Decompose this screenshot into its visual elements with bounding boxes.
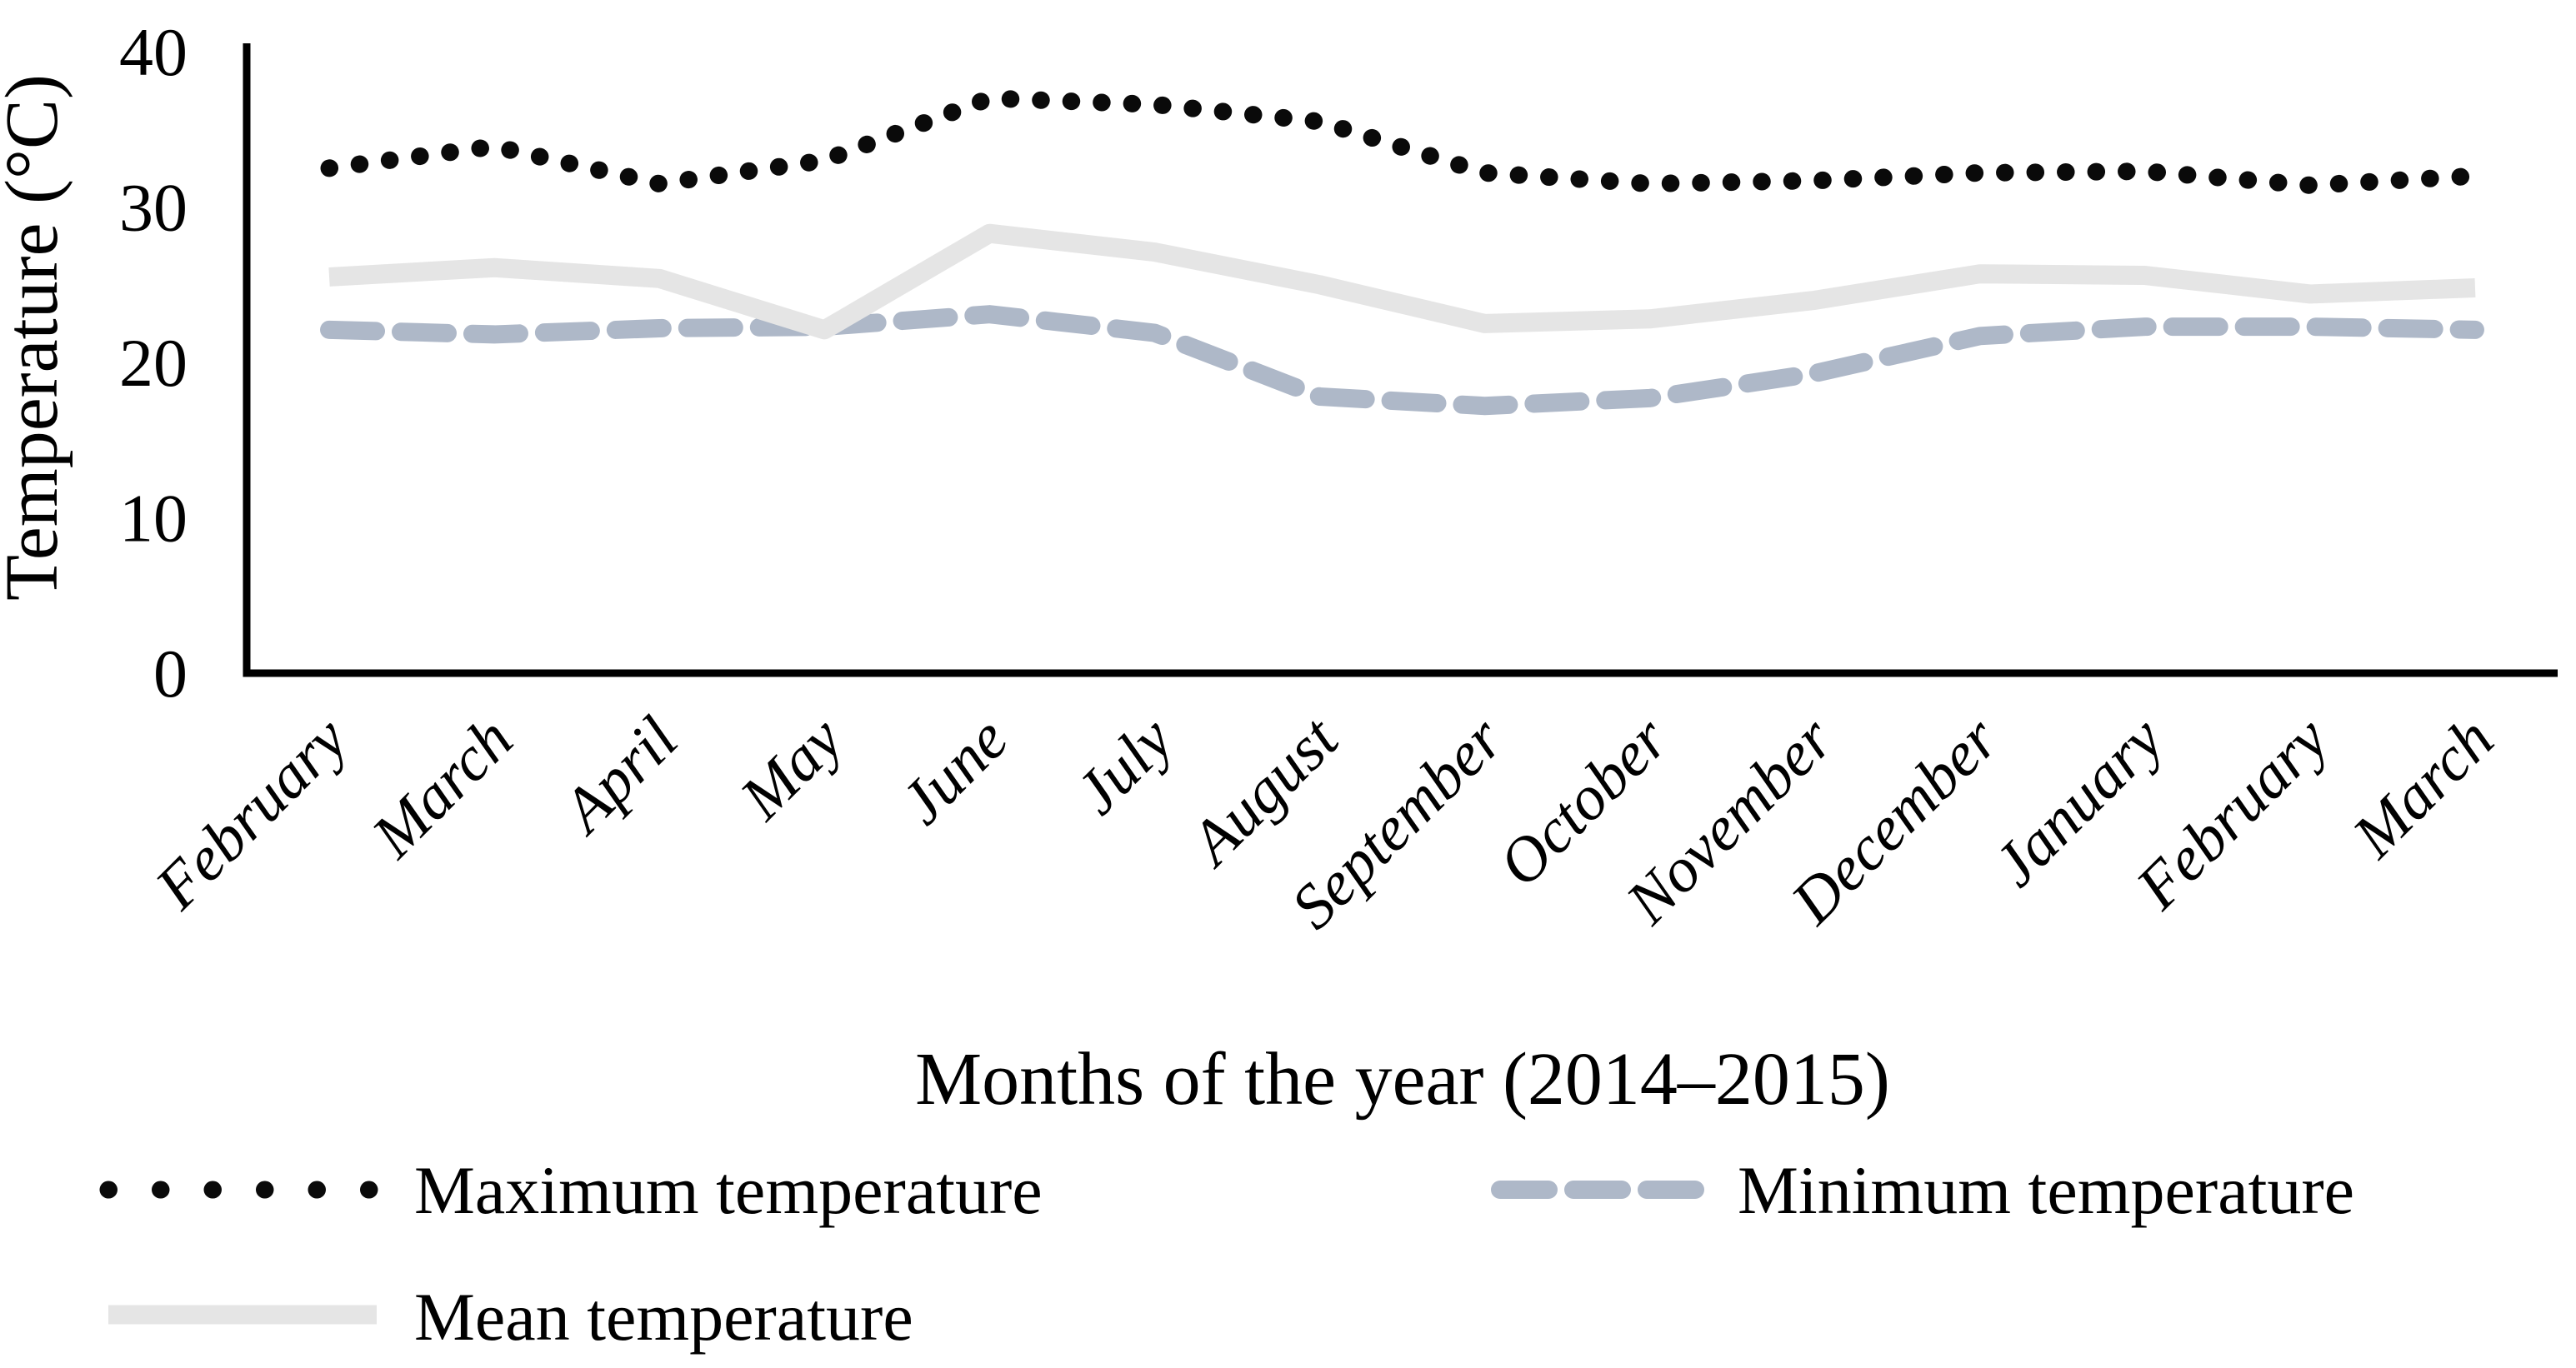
y-tick-label: 20 — [119, 325, 188, 401]
x-category-label: May — [727, 703, 857, 833]
x-category-label: June — [887, 704, 1021, 838]
legend-label-maximum: Maximum temperature — [414, 1152, 1043, 1228]
y-tick-label: 40 — [119, 14, 188, 90]
y-axis-tick-labels: 0 10 20 30 40 — [119, 14, 188, 711]
legend-item-minimum: Minimum temperature — [1491, 1152, 2354, 1228]
legend-label-minimum: Minimum temperature — [1738, 1152, 2354, 1228]
x-category-label: February — [142, 703, 361, 922]
x-category-label: July — [1063, 703, 1187, 827]
y-tick-label: 30 — [119, 170, 188, 246]
y-tick-label: 0 — [153, 636, 188, 711]
series-line-max — [320, 89, 2484, 194]
series-line-min — [320, 305, 2484, 416]
x-category-label: March — [358, 704, 526, 871]
y-axis-title: Temperature (°C) — [0, 74, 73, 601]
x-category-label: April — [547, 704, 691, 848]
x-axis-title: Months of the year (2014–2015) — [915, 1038, 1890, 1121]
series-line-mean — [328, 223, 2476, 340]
legend-item-maximum: Maximum temperature — [99, 1152, 1043, 1228]
legend-item-mean: Mean temperature — [108, 1279, 913, 1355]
y-tick-label: 10 — [119, 481, 188, 557]
series-layer — [320, 89, 2484, 416]
legend-label-mean: Mean temperature — [414, 1279, 913, 1355]
legend: Maximum temperature Minimum temperature … — [99, 1152, 2354, 1355]
x-category-label: March — [2339, 704, 2507, 871]
